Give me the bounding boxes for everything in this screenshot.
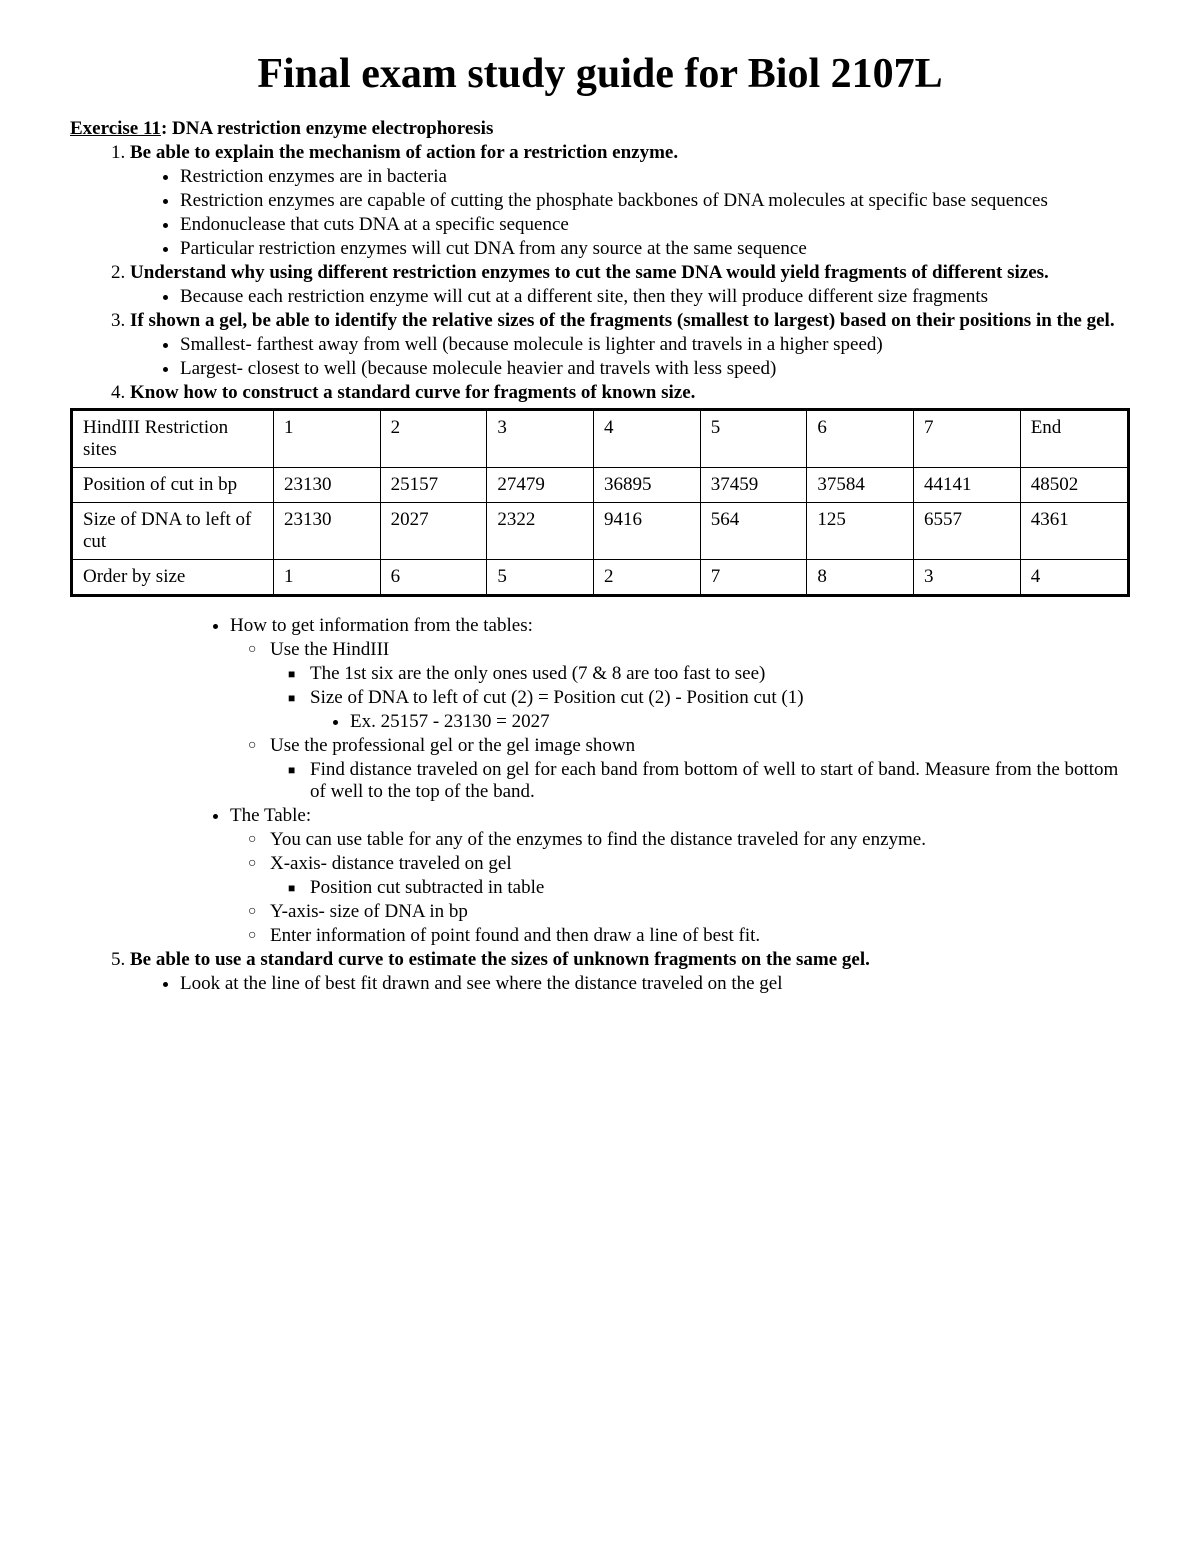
table-row: HindIII Restriction sites 1 2 3 4 5 6 7 … <box>72 410 1129 468</box>
table-cell: 3 <box>914 560 1021 596</box>
numbered-list: Be able to explain the mechanism of acti… <box>70 142 1130 404</box>
square-item: The 1st six are the only ones used (7 & … <box>310 663 1130 685</box>
table-row: Order by size 1 6 5 2 7 8 3 4 <box>72 560 1129 596</box>
table-cell: 2322 <box>487 503 594 560</box>
square-list: Position cut subtracted in table <box>270 877 1130 899</box>
exercise-label: Exercise 11 <box>70 118 161 139</box>
exercise-title: DNA restriction enzyme electrophoresis <box>172 118 493 139</box>
table-cell: 23130 <box>274 503 381 560</box>
text: Size of DNA to left of cut (2) = Positio… <box>310 687 804 708</box>
bullet-item: Endonuclease that cuts DNA at a specific… <box>180 214 1130 236</box>
bullet-item: Because each restriction enzyme will cut… <box>180 286 1130 308</box>
bullet-item: Restriction enzymes are capable of cutti… <box>180 190 1130 212</box>
bullet-item: Particular restriction enzymes will cut … <box>180 238 1130 260</box>
table-cell: 5 <box>700 410 807 468</box>
square-list: Find distance traveled on gel for each b… <box>270 759 1130 803</box>
post-table-section: How to get information from the tables: … <box>70 615 1130 947</box>
circle-list: Use the HindIII The 1st six are the only… <box>230 639 1130 803</box>
circle-item: Use the professional gel or the gel imag… <box>270 735 1130 803</box>
list-item: Be able to use a standard curve to estim… <box>130 949 1130 995</box>
bullet-item: Restriction enzymes are in bacteria <box>180 166 1130 188</box>
row-label: Size of DNA to left of cut <box>72 503 274 560</box>
table-cell: 4 <box>594 410 701 468</box>
square-item: Find distance traveled on gel for each b… <box>310 759 1130 803</box>
table-cell: 25157 <box>380 468 487 503</box>
circle-item: X-axis- distance traveled on gel Positio… <box>270 853 1130 899</box>
circle-item: Use the HindIII The 1st six are the only… <box>270 639 1130 733</box>
dot-list: Ex. 25157 - 23130 = 2027 <box>310 711 1130 733</box>
table-cell: 4 <box>1020 560 1128 596</box>
bullet-list: Smallest- farthest away from well (becau… <box>130 334 1130 380</box>
table-cell: 6 <box>380 560 487 596</box>
hindiii-table: HindIII Restriction sites 1 2 3 4 5 6 7 … <box>70 408 1130 597</box>
text: Use the professional gel or the gel imag… <box>270 735 635 756</box>
item-title: If shown a gel, be able to identify the … <box>130 310 1115 331</box>
table-cell: 5 <box>487 560 594 596</box>
circle-item: Y-axis- size of DNA in bp <box>270 901 1130 923</box>
list-item: Be able to explain the mechanism of acti… <box>130 142 1130 260</box>
table-cell: 37459 <box>700 468 807 503</box>
square-item: Size of DNA to left of cut (2) = Positio… <box>310 687 1130 733</box>
table-cell: 564 <box>700 503 807 560</box>
table-cell: 1 <box>274 560 381 596</box>
table-row: Size of DNA to left of cut 23130 2027 23… <box>72 503 1129 560</box>
table-cell: 36895 <box>594 468 701 503</box>
table-cell: 2 <box>594 560 701 596</box>
list-item: Understand why using different restricti… <box>130 262 1130 308</box>
table-cell: 6 <box>807 410 914 468</box>
row-label: Position of cut in bp <box>72 468 274 503</box>
table-cell: 48502 <box>1020 468 1128 503</box>
bullet-list: Because each restriction enzyme will cut… <box>130 286 1130 308</box>
table-cell: 9416 <box>594 503 701 560</box>
table-cell: 44141 <box>914 468 1021 503</box>
row-label: Order by size <box>72 560 274 596</box>
circle-list: You can use table for any of the enzymes… <box>230 829 1130 947</box>
table-cell: 3 <box>487 410 594 468</box>
dot-item: Ex. 25157 - 23130 = 2027 <box>350 711 1130 733</box>
bullet-list: Look at the line of best fit drawn and s… <box>130 973 1130 995</box>
bullet-list: How to get information from the tables: … <box>180 615 1130 947</box>
page-title: Final exam study guide for Biol 2107L <box>70 50 1130 98</box>
item-title: Know how to construct a standard curve f… <box>130 382 695 403</box>
table-cell: 125 <box>807 503 914 560</box>
table-cell: End <box>1020 410 1128 468</box>
bullet-item: The Table: You can use table for any of … <box>230 805 1130 947</box>
bullet-item: How to get information from the tables: … <box>230 615 1130 803</box>
circle-item: You can use table for any of the enzymes… <box>270 829 1130 851</box>
text: Use the HindIII <box>270 639 389 660</box>
table-cell: 2 <box>380 410 487 468</box>
text: How to get information from the tables: <box>230 615 533 636</box>
table-cell: 7 <box>914 410 1021 468</box>
numbered-list-continued: Be able to use a standard curve to estim… <box>70 949 1130 995</box>
table-cell: 7 <box>700 560 807 596</box>
row-label: HindIII Restriction sites <box>72 410 274 468</box>
table-cell: 23130 <box>274 468 381 503</box>
square-item: Position cut subtracted in table <box>310 877 1130 899</box>
item-title: Be able to explain the mechanism of acti… <box>130 142 678 163</box>
table-cell: 27479 <box>487 468 594 503</box>
text: The Table: <box>230 805 311 826</box>
table-cell: 6557 <box>914 503 1021 560</box>
bullet-item: Smallest- farthest away from well (becau… <box>180 334 1130 356</box>
text: X-axis- distance traveled on gel <box>270 853 512 874</box>
exercise-heading: Exercise 11: DNA restriction enzyme elec… <box>70 118 1130 140</box>
bullet-item: Look at the line of best fit drawn and s… <box>180 973 1130 995</box>
table-cell: 37584 <box>807 468 914 503</box>
item-title: Understand why using different restricti… <box>130 262 1049 283</box>
table-cell: 4361 <box>1020 503 1128 560</box>
table-cell: 2027 <box>380 503 487 560</box>
square-list: The 1st six are the only ones used (7 & … <box>270 663 1130 733</box>
list-item: If shown a gel, be able to identify the … <box>130 310 1130 380</box>
table-cell: 8 <box>807 560 914 596</box>
circle-item: Enter information of point found and the… <box>270 925 1130 947</box>
table-cell: 1 <box>274 410 381 468</box>
bullet-item: Largest- closest to well (because molecu… <box>180 358 1130 380</box>
table-row: Position of cut in bp 23130 25157 27479 … <box>72 468 1129 503</box>
bullet-list: Restriction enzymes are in bacteria Rest… <box>130 166 1130 260</box>
item-title: Be able to use a standard curve to estim… <box>130 949 870 970</box>
list-item: Know how to construct a standard curve f… <box>130 382 1130 404</box>
